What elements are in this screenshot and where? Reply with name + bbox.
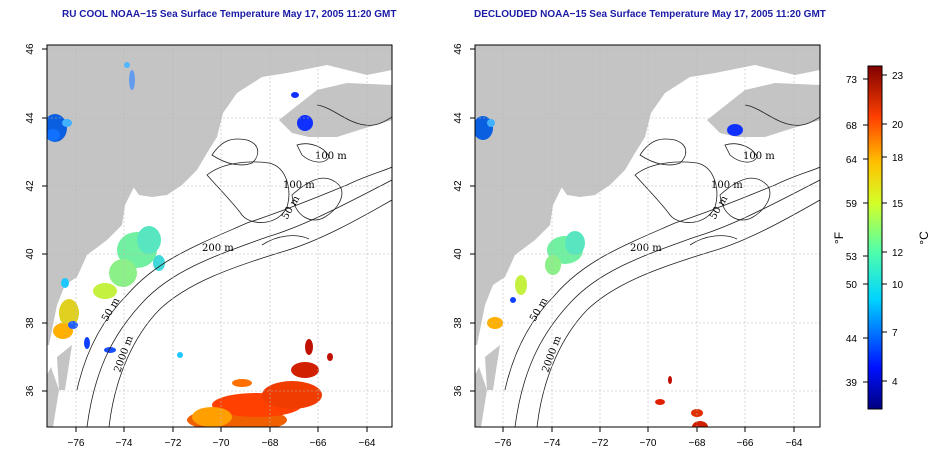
map-frame [46, 44, 393, 428]
lon-tick-label: −72 [165, 438, 182, 449]
lat-tick-labels: 36 38 40 42 44 46 [25, 43, 36, 397]
lon-tick-label: −70 [640, 438, 657, 449]
contour-label-100m-a: 100 m [315, 151, 347, 162]
fahrenheit-tick-label: 53 [846, 252, 858, 263]
lat-tick-label: 36 [25, 385, 36, 397]
fahrenheit-tick-label: 73 [846, 75, 858, 86]
gridlines [475, 45, 820, 427]
lat-tick-label: 44 [25, 112, 36, 124]
lon-tick-label: −68 [689, 438, 706, 449]
sst-overlay [475, 116, 743, 427]
contour-label-100m-a: 100 m [743, 151, 775, 162]
lat-tick-label: 46 [453, 43, 464, 55]
fahrenheit-tick-label: 39 [846, 378, 858, 389]
fahrenheit-labels: 73 68 64 59 53 50 44 39 [846, 75, 858, 389]
contour-label-200m: 200 m [630, 243, 662, 254]
lon-tick-label: −66 [310, 438, 327, 449]
lat-tick-label: 42 [453, 180, 464, 192]
lat-tick-label: 38 [25, 317, 36, 329]
celsius-tick-label: 10 [892, 280, 904, 291]
contour-label-100m-b: 100 m [283, 180, 315, 191]
lon-tick-label: −72 [592, 438, 609, 449]
contour-label-200m: 200 m [202, 243, 234, 254]
lat-tick-label: 40 [453, 248, 464, 260]
map-raw-sst: 100 m 100 m 50 m 200 m 50 m 2000 m [25, 43, 393, 449]
lon-tick-label: −68 [262, 438, 279, 449]
celsius-tick-label: 23 [892, 71, 904, 82]
celsius-tick-label: 4 [892, 377, 898, 388]
celsius-tick-label: 20 [892, 120, 904, 131]
lat-tick-label: 46 [25, 43, 36, 55]
celsius-tick-label: 15 [892, 199, 904, 210]
lon-tick-labels: −76 −74 −72 −70 −68 −66 −64 [68, 438, 376, 449]
sst-overlay [47, 62, 333, 427]
lon-tick-label: −76 [495, 438, 512, 449]
title-declouded-sst: DECLOUDED NOAA−15 Sea Surface Temperatur… [474, 9, 826, 20]
colorbar-ticks-c [882, 74, 887, 382]
celsius-labels: 23 20 18 15 12 10 7 4 [892, 71, 904, 388]
lon-tick-label: −70 [213, 438, 230, 449]
celsius-unit-label: °C [917, 231, 931, 245]
fahrenheit-tick-label: 59 [846, 199, 858, 210]
lat-tick-label: 36 [453, 385, 464, 397]
fahrenheit-tick-label: 44 [846, 334, 858, 345]
map-declouded-sst: 100 m 100 m 50 m 200 m 50 m 2000 m [453, 43, 821, 449]
colorbar-ticks-f [863, 78, 868, 383]
fahrenheit-tick-label: 50 [846, 280, 858, 291]
axis-ticks [470, 48, 795, 432]
lat-tick-labels: 36 38 40 42 44 46 [453, 43, 464, 397]
lon-tick-label: −66 [737, 438, 754, 449]
colorbar-ramp [867, 65, 883, 410]
lat-tick-label: 42 [25, 180, 36, 192]
lon-tick-label: −64 [786, 438, 803, 449]
lon-tick-label: −76 [68, 438, 85, 449]
lat-tick-label: 38 [453, 317, 464, 329]
fahrenheit-tick-label: 68 [846, 121, 858, 132]
lat-tick-label: 40 [25, 248, 36, 260]
lon-tick-label: −74 [544, 438, 561, 449]
title-raw-sst: RU COOL NOAA−15 Sea Surface Temperature … [62, 9, 397, 20]
contour-label-100m-b: 100 m [711, 180, 743, 191]
lon-tick-label: −64 [359, 438, 376, 449]
lat-tick-label: 44 [453, 112, 464, 124]
lon-tick-labels: −76 −74 −72 −70 −68 −66 −64 [495, 438, 803, 449]
celsius-tick-label: 12 [892, 248, 904, 259]
fahrenheit-unit-label: °F [832, 232, 846, 244]
axis-ticks [42, 48, 368, 432]
celsius-tick-label: 7 [892, 328, 898, 339]
lon-tick-label: −74 [116, 438, 133, 449]
fahrenheit-tick-label: 64 [846, 155, 858, 166]
temperature-colorbar: 73 68 64 59 53 50 44 39 23 20 18 15 12 1… [832, 65, 931, 410]
celsius-tick-label: 18 [892, 153, 904, 164]
gridlines [47, 45, 392, 427]
